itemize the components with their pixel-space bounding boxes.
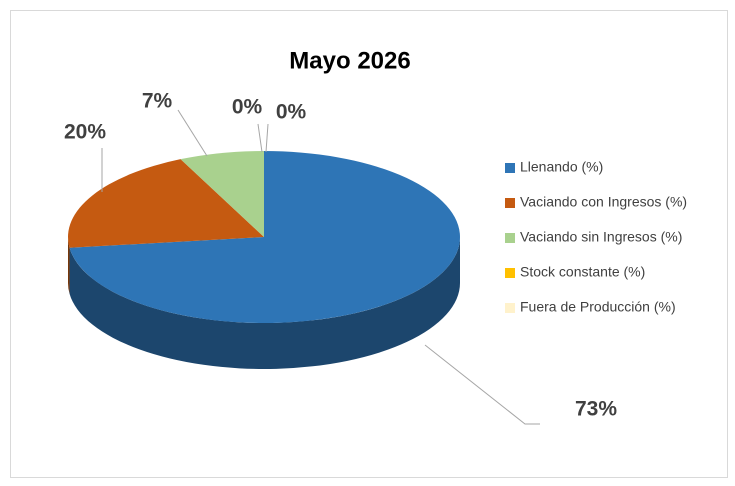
legend-swatch xyxy=(505,198,515,208)
legend-label: Llenando (%) xyxy=(520,159,603,175)
leader-line xyxy=(177,109,208,157)
legend-swatch xyxy=(505,268,515,278)
pie-slice xyxy=(67,159,264,248)
legend-swatch xyxy=(505,163,515,173)
legend-label: Vaciando sin Ingresos (%) xyxy=(520,229,682,245)
leader-line xyxy=(257,123,263,153)
legend-swatch xyxy=(505,233,515,243)
chart-title: Mayo 2026 xyxy=(289,47,410,74)
data-label: 73% xyxy=(575,398,617,421)
legend-swatch xyxy=(505,303,515,313)
leader-line xyxy=(424,344,540,425)
data-label: 20% xyxy=(64,121,106,144)
data-label: 7% xyxy=(142,90,173,113)
legend-label: Vaciando con Ingresos (%) xyxy=(520,194,687,210)
pie-slice xyxy=(69,151,460,323)
legend-label: Stock constante (%) xyxy=(520,264,645,280)
data-label: 0% xyxy=(276,101,307,124)
data-label: 0% xyxy=(232,96,263,119)
pie-slice xyxy=(180,151,264,237)
pie-slice-side xyxy=(69,237,460,369)
leader-line xyxy=(265,123,269,153)
pie-slice-side xyxy=(68,237,70,294)
legend-label: Fuera de Producción (%) xyxy=(520,299,676,315)
